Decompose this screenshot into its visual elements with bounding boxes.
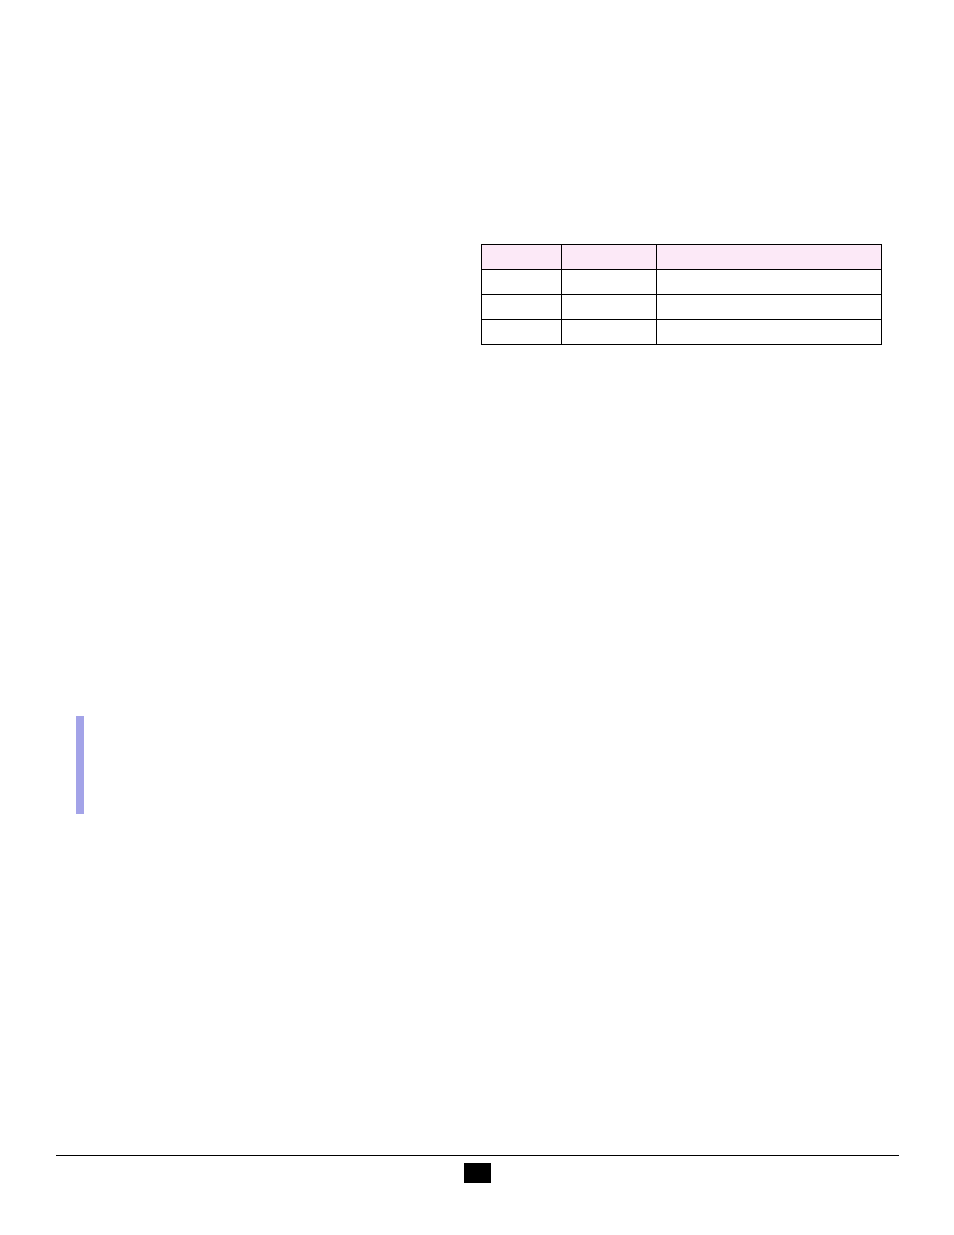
table-row [482, 295, 882, 320]
table-header-cell [561, 245, 656, 270]
note-indicator-bar [76, 716, 84, 814]
table-cell [656, 320, 881, 345]
data-table [481, 244, 882, 345]
table-header-cell [482, 245, 562, 270]
footer-rule [56, 1155, 899, 1156]
table-cell [482, 320, 562, 345]
table-cell [482, 270, 562, 295]
table-cell [561, 295, 656, 320]
table-header-row [482, 245, 882, 270]
table-cell [656, 295, 881, 320]
table-cell [561, 270, 656, 295]
table-row [482, 270, 882, 295]
table-row [482, 320, 882, 345]
page-number-badge [464, 1163, 491, 1183]
table-cell [656, 270, 881, 295]
table [481, 244, 882, 345]
table-header-cell [656, 245, 881, 270]
table-cell [561, 320, 656, 345]
table-cell [482, 295, 562, 320]
